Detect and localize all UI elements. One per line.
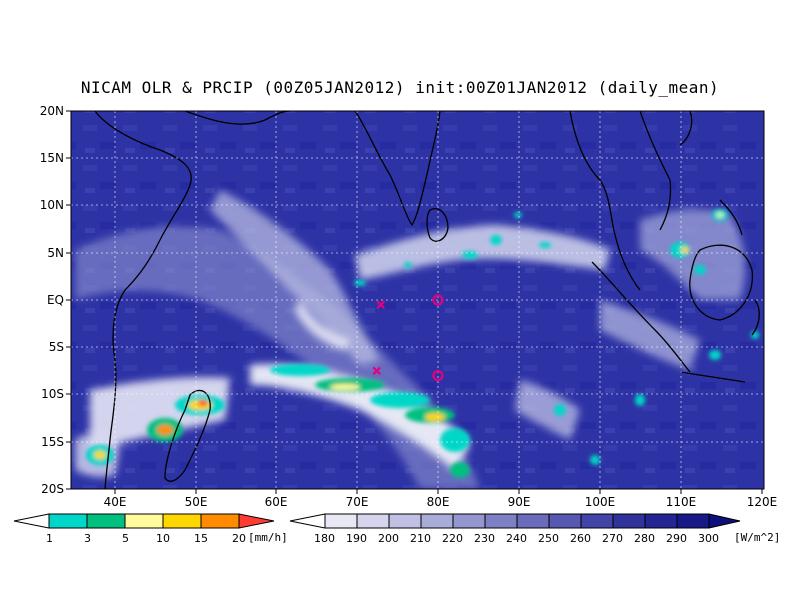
precip-tick-label: 1 <box>46 532 53 545</box>
precip-swatch-2 <box>86 513 126 529</box>
precip-tick-label: 10 <box>156 532 170 545</box>
lon-label: 70E <box>345 495 369 509</box>
olr-tick-label: 250 <box>538 532 559 545</box>
precip-swatch-1 <box>48 513 88 529</box>
lon-label: 120E <box>746 495 778 509</box>
cloud-bands <box>75 190 746 489</box>
olr-tick-label: 210 <box>410 532 431 545</box>
precip-tick-label: 20 <box>232 532 246 545</box>
lat-label: 15N <box>39 151 64 165</box>
olr-colorbar <box>289 513 741 529</box>
lon-label: 110E <box>665 495 697 509</box>
lat-label: 20S <box>41 482 64 496</box>
lat-label: EQ <box>46 293 64 307</box>
grid-lines <box>71 111 764 489</box>
olr-colorbar-left-arrow <box>289 513 326 529</box>
olr-tick-label: 300 <box>698 532 719 545</box>
map-title: NICAM OLR & PRCIP (00Z05JAN2012) init:00… <box>80 78 720 97</box>
lon-label: 60E <box>264 495 288 509</box>
lon-label: 50E <box>184 495 208 509</box>
lat-label: 10N <box>39 198 64 212</box>
olr-tick-label: 230 <box>474 532 495 545</box>
precip-tick-label: 3 <box>84 532 91 545</box>
olr-tick-label: 220 <box>442 532 463 545</box>
lat-label: 5N <box>47 246 64 260</box>
circle-marker <box>432 370 444 382</box>
olr-tick-label: 280 <box>634 532 655 545</box>
lon-label: 80E <box>426 495 450 509</box>
x-marker <box>376 300 386 310</box>
olr-tick-label: 200 <box>378 532 399 545</box>
precip-colorbar-left-arrow <box>13 513 50 529</box>
lat-label: 10S <box>41 387 64 401</box>
precip-colorbar-right-arrow <box>238 513 275 529</box>
axis-ticks <box>66 110 763 494</box>
lon-label: 40E <box>103 495 127 509</box>
x-marker <box>372 366 382 376</box>
precip-tick-label: 15 <box>194 532 208 545</box>
coastlines <box>94 111 760 489</box>
precip-colorbar <box>13 513 275 529</box>
olr-tick-label: 180 <box>314 532 335 545</box>
precip-swatch-5 <box>200 513 240 529</box>
precip-patches <box>86 209 759 478</box>
olr-colorbar-right-arrow <box>708 513 741 529</box>
olr-tick-label: 190 <box>346 532 367 545</box>
circle-marker <box>432 294 444 306</box>
lon-label: 90E <box>507 495 531 509</box>
lat-label: 15S <box>41 435 64 449</box>
olr-tick-label: 290 <box>666 532 687 545</box>
plot-area <box>71 111 764 489</box>
lon-label: 100E <box>584 495 616 509</box>
olr-tick-label: 240 <box>506 532 527 545</box>
lat-label: 5S <box>48 340 64 354</box>
olr-tick-label: 270 <box>602 532 623 545</box>
olr-tick-label: 260 <box>570 532 591 545</box>
site-markers <box>372 294 444 382</box>
precip-unit: [mm/h] <box>248 531 288 544</box>
precip-swatch-4 <box>162 513 202 529</box>
olr-unit: [W/m^2] <box>734 531 781 544</box>
precip-swatch-3 <box>124 513 164 529</box>
precip-tick-label: 5 <box>122 532 129 545</box>
lat-label: 20N <box>39 104 64 118</box>
